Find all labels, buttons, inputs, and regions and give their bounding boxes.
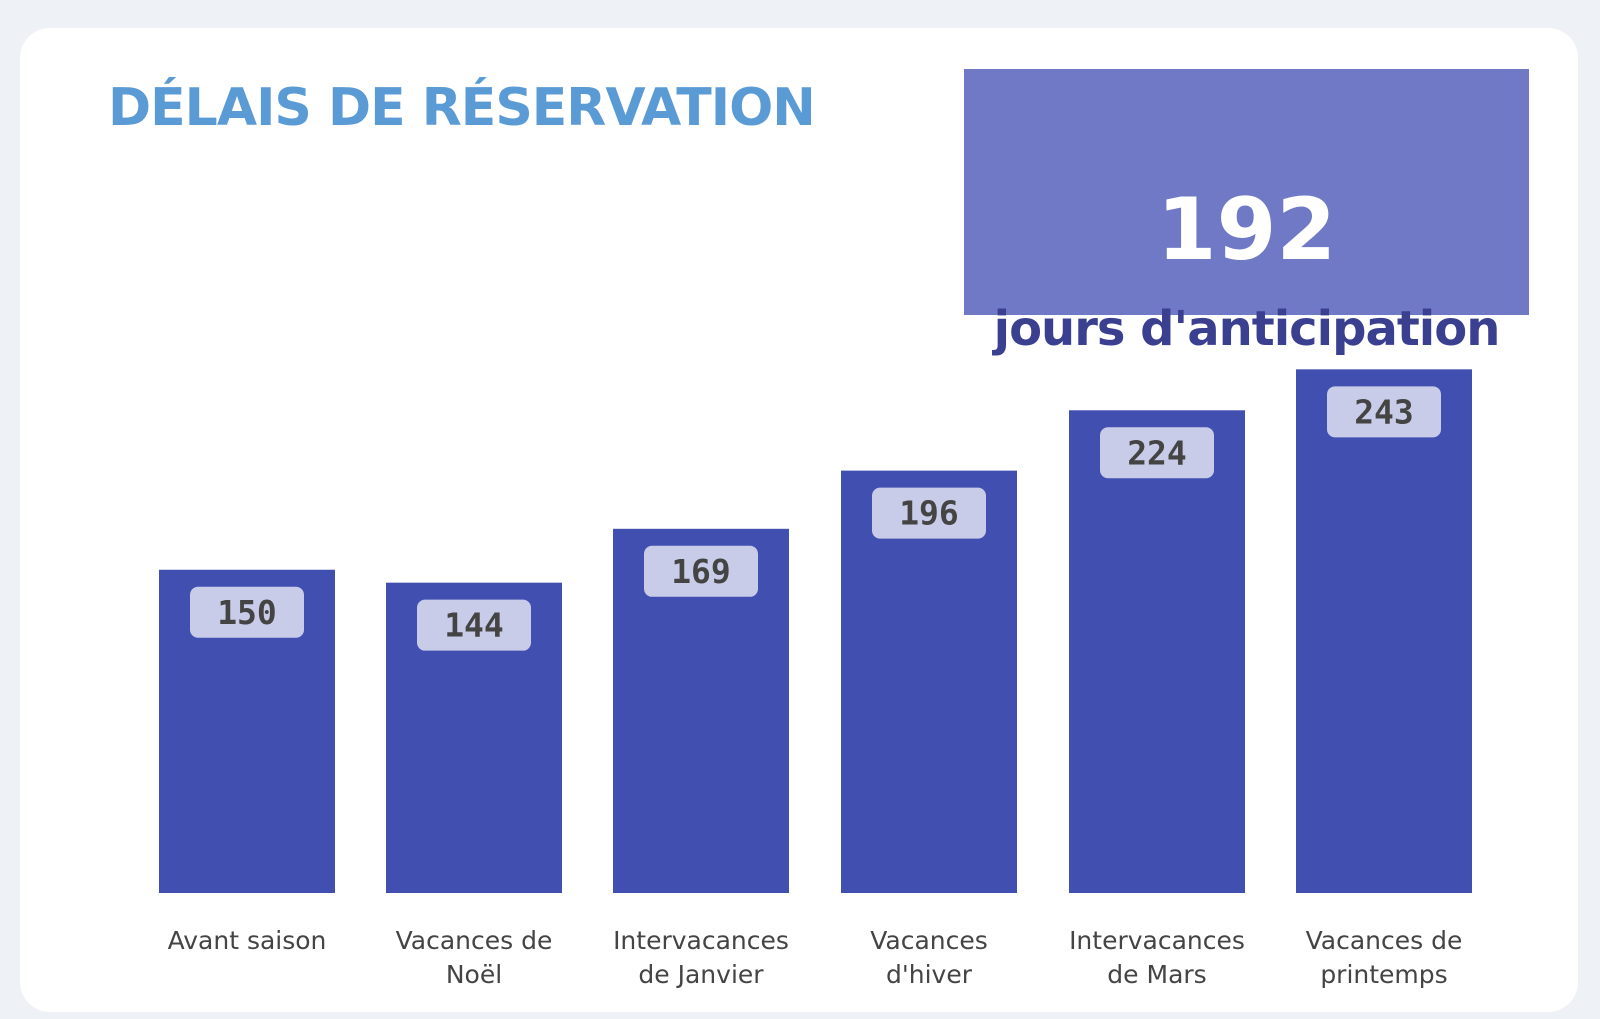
data-label: 169 [671,552,731,591]
data-label: 243 [1354,392,1414,431]
data-label: 196 [899,494,959,533]
data-label-badge [872,487,986,539]
data-label-badge [1100,427,1214,479]
kpi-value: 192 [1156,180,1337,280]
bar [1069,410,1245,893]
category-label: Vacances de Noël [396,926,553,989]
kpi-label: jours d'anticipation [993,301,1501,357]
category-label: Vacances de printemps [1306,926,1463,989]
category-label: Intervacances de Janvier [613,926,789,989]
category-label: Avant saison [168,926,327,955]
category-label: Vacances d'hiver [870,926,988,989]
data-label: 144 [444,606,504,645]
data-label-badge [644,545,758,597]
category-label: Intervacances de Mars [1069,926,1245,989]
data-label-badge [417,599,531,651]
bar [841,470,1017,893]
data-label: 224 [1127,433,1187,472]
chart-title: DÉLAIS DE RÉSERVATION [108,78,816,138]
kpi-box: 192 jours d'anticipation [964,69,1529,353]
data-label: 150 [217,593,277,632]
data-label-badge [1327,386,1441,438]
bar [1296,369,1472,894]
data-label-badge [190,586,304,638]
